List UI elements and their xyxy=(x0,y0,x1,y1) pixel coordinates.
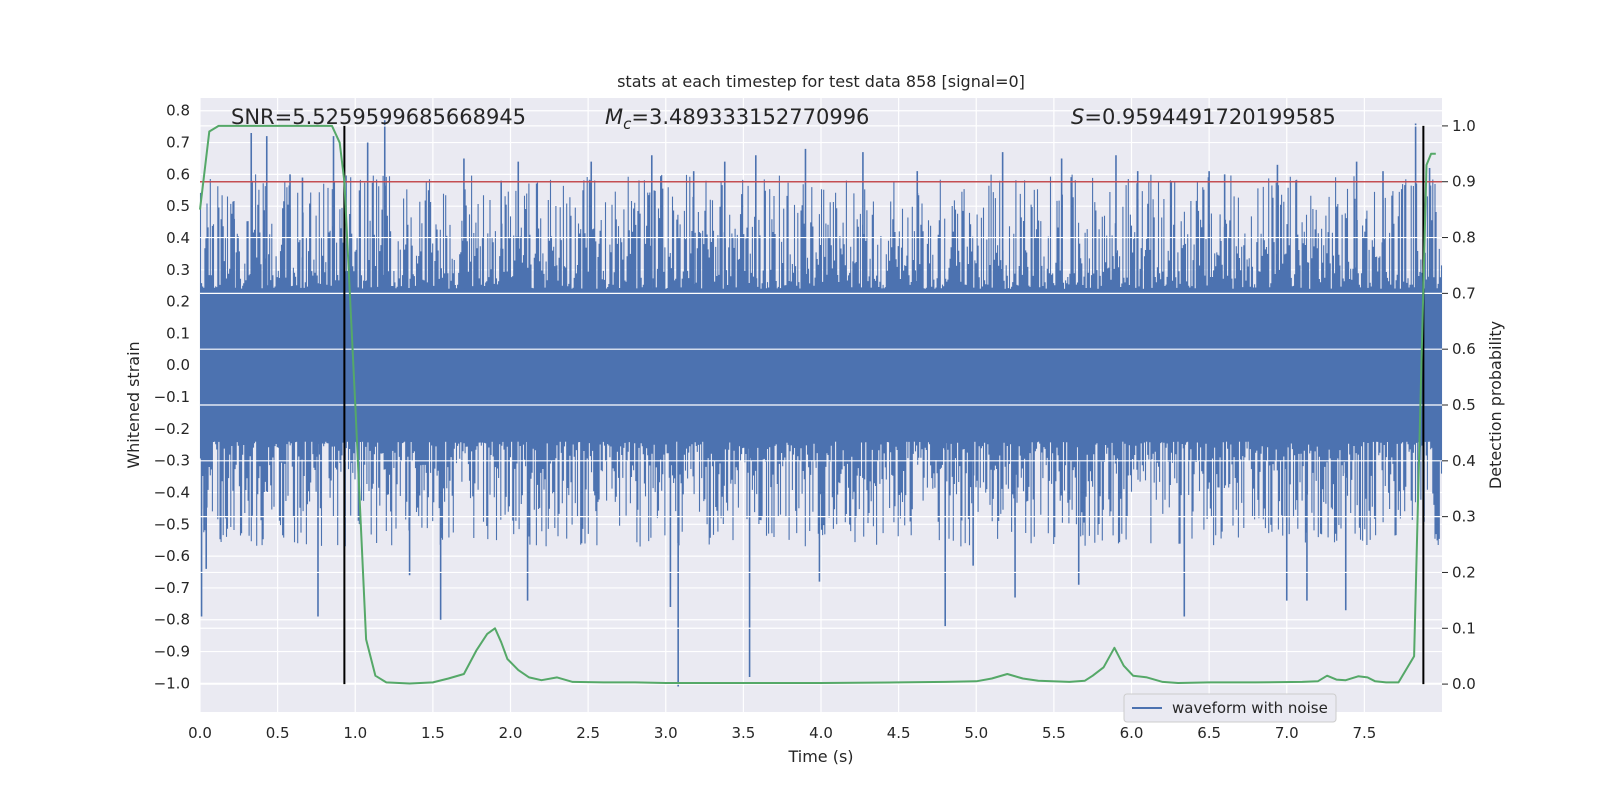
mc-value: =3.489333152770996 xyxy=(631,105,869,129)
x-tick-label: 0.5 xyxy=(266,724,290,742)
x-axis-label: Time (s) xyxy=(787,747,853,766)
chart-title: stats at each timestep for test data 858… xyxy=(617,72,1025,91)
y2-tick-label: 0.6 xyxy=(1452,340,1476,358)
y-tick-label: 0.5 xyxy=(166,197,190,215)
y-tick-label: 0.6 xyxy=(166,165,190,183)
y-tick-label: −1.0 xyxy=(154,674,190,692)
y2-tick-label: 0.1 xyxy=(1452,619,1476,637)
vertical-markers xyxy=(343,125,1425,685)
y2-tick-label: 0.8 xyxy=(1452,229,1476,247)
x-tick-label: 4.0 xyxy=(809,724,833,742)
x-tick-label: 5.5 xyxy=(1042,724,1066,742)
x-tick-label: 0.0 xyxy=(188,724,212,742)
legend-label: waveform with noise xyxy=(1172,699,1328,717)
y-tick-label: −0.5 xyxy=(154,515,190,533)
y2-tick-label: 0.5 xyxy=(1452,396,1476,414)
s-annotation: S=0.9594491720199585 xyxy=(1071,105,1336,129)
y2-tick-label: 0.0 xyxy=(1452,675,1476,693)
x-tick-label: 5.0 xyxy=(964,724,988,742)
y-tick-label: −0.7 xyxy=(154,579,190,597)
y-tick-label: 0.2 xyxy=(166,293,190,311)
probability-line xyxy=(199,124,1436,685)
y-tick-label: −0.6 xyxy=(154,547,190,565)
legend: waveform with noise xyxy=(1123,693,1337,723)
y-axis-label: Whitened strain xyxy=(124,341,143,468)
s-value: =0.9594491720199585 xyxy=(1084,105,1335,129)
x-tick-label: 3.5 xyxy=(731,724,755,742)
x-tick-label: 3.0 xyxy=(654,724,678,742)
x-tick-label: 7.5 xyxy=(1352,724,1376,742)
y-axis-ticks: 0.8 0.7 0.6 0.5 0.4 0.3 0.2 0.1 0.0 −0.1 −0.2 −0.3 −… xyxy=(154,102,190,693)
strain-series xyxy=(199,120,1443,687)
x-tick-label: 6.0 xyxy=(1120,724,1144,742)
x-tick-label: 2.0 xyxy=(499,724,523,742)
strain-noise xyxy=(199,174,1443,547)
y-tick-label: −0.9 xyxy=(154,643,190,661)
y-tick-label: −0.2 xyxy=(154,420,190,438)
y2-tick-label: 0.4 xyxy=(1452,452,1476,470)
probability-series xyxy=(199,124,1436,685)
y2-tick-label: 0.9 xyxy=(1452,173,1476,191)
x-tick-label: 1.5 xyxy=(421,724,445,742)
y-tick-label: −0.4 xyxy=(154,483,190,501)
s-symbol: S xyxy=(1071,105,1084,129)
x-tick-label: 1.0 xyxy=(343,724,367,742)
y2-tick-label: 0.7 xyxy=(1452,284,1476,302)
legend-box xyxy=(1123,693,1337,723)
y2-tick-label: 0.3 xyxy=(1452,508,1476,526)
mc-subscript: c xyxy=(623,115,632,133)
mc-symbol: M xyxy=(605,105,623,129)
y-tick-label: −0.8 xyxy=(154,611,190,629)
y-tick-label: 0.0 xyxy=(166,356,190,374)
y2-axis-ticks: 1.0 0.9 0.8 0.7 0.6 0.5 0.4 0.3 0.2 0.1 0.0 xyxy=(1442,117,1476,693)
y-tick-label: 0.4 xyxy=(166,229,190,247)
x-tick-label: 6.5 xyxy=(1197,724,1221,742)
y2-axis-label: Detection probability xyxy=(1486,321,1505,489)
y-tick-label: −0.3 xyxy=(154,452,190,470)
y-tick-label: 0.1 xyxy=(166,324,190,342)
y-tick-label: −0.1 xyxy=(154,388,190,406)
x-axis-ticks: 0.0 0.5 1.0 1.5 2.0 2.5 3.0 3.5 4.0 4.5 5.0 5.5 6.0 6… xyxy=(188,724,1376,742)
x-tick-label: 2.5 xyxy=(576,724,600,742)
y2-tick-label: 1.0 xyxy=(1452,117,1476,135)
y-tick-label: 0.8 xyxy=(166,102,190,120)
snr-annotation: SNR=5.5259599685668945 xyxy=(231,105,526,129)
y-tick-label: 0.7 xyxy=(166,134,190,152)
mc-annotation: Mc=3.489333152770996 xyxy=(605,105,869,133)
y2-tick-label: 0.2 xyxy=(1452,563,1476,581)
x-tick-label: 7.0 xyxy=(1275,724,1299,742)
x-tick-label: 4.5 xyxy=(887,724,911,742)
y-tick-label: 0.3 xyxy=(166,261,190,279)
